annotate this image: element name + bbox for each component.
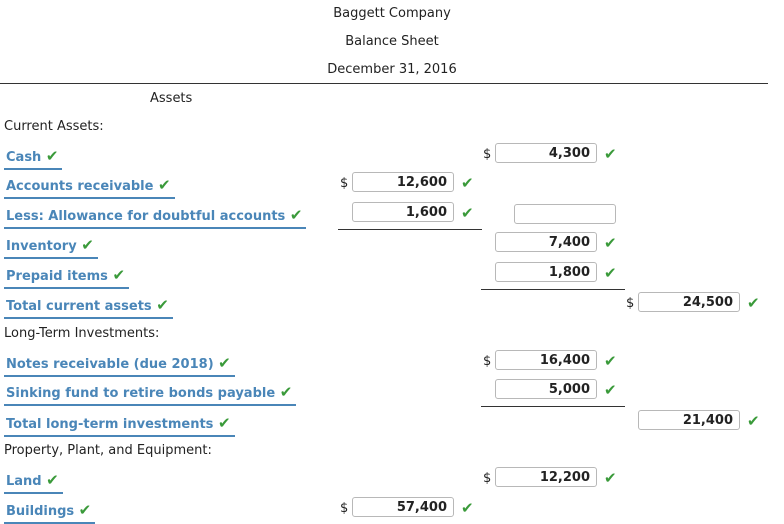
current-assets-heading: Current Assets: <box>4 119 104 134</box>
dollar-sign: $ <box>483 147 492 162</box>
ppe-heading: Property, Plant, and Equipment: <box>4 443 212 458</box>
account-select-buildings[interactable]: Buildings ✔ <box>4 501 96 524</box>
account-select-notes-receivable[interactable]: Notes receivable (due 2018) ✔ <box>4 354 235 377</box>
check-icon: ✔ <box>46 471 59 489</box>
check-icon: ✔ <box>112 266 126 284</box>
amount-input-prepaid-items[interactable]: 1,800 <box>495 262 597 282</box>
check-icon: ✔ <box>289 206 303 224</box>
check-icon: ✔ <box>157 176 171 194</box>
check-icon: ✔ <box>279 383 293 401</box>
statement-date: December 31, 2016 <box>327 62 457 77</box>
account-select-prepaid-items[interactable]: Prepaid items ✔ <box>4 266 130 289</box>
account-select-total-current-assets[interactable]: Total current assets ✔ <box>4 296 173 319</box>
statement-title: Balance Sheet <box>345 34 439 49</box>
dollar-sign: $ <box>483 471 492 486</box>
check-icon: ✔ <box>604 381 617 399</box>
subtotal-rule <box>481 289 625 290</box>
check-icon: ✔ <box>81 236 94 254</box>
check-icon: ✔ <box>604 469 617 487</box>
check-icon: ✔ <box>604 352 617 370</box>
dollar-sign: $ <box>340 501 349 516</box>
amount-input-land[interactable]: 12,200 <box>495 467 597 487</box>
check-icon: ✔ <box>604 145 617 163</box>
amount-input-notes-receivable[interactable]: 16,400 <box>495 350 597 370</box>
dollar-sign: $ <box>340 176 349 191</box>
company-name: Baggett Company <box>333 6 451 21</box>
check-icon: ✔ <box>604 264 617 282</box>
assets-heading: Assets <box>150 91 193 106</box>
account-select-land[interactable]: Land ✔ <box>4 471 63 494</box>
check-icon: ✔ <box>461 499 474 517</box>
check-icon: ✔ <box>747 294 760 312</box>
amount-input-net-receivables[interactable] <box>514 204 616 224</box>
check-icon: ✔ <box>217 414 231 432</box>
check-icon: ✔ <box>156 296 169 314</box>
account-select-sinking-fund[interactable]: Sinking fund to retire bonds payable ✔ <box>4 383 297 406</box>
check-icon: ✔ <box>747 412 760 430</box>
amount-input-sinking-fund[interactable]: 5,000 <box>495 379 597 399</box>
dollar-sign: $ <box>626 296 635 311</box>
amount-input-accounts-receivable[interactable]: 12,600 <box>352 172 454 192</box>
subtotal-rule <box>338 229 482 230</box>
dollar-sign: $ <box>483 354 492 369</box>
account-select-allowance[interactable]: Less: Allowance for doubtful accounts ✔ <box>4 206 307 229</box>
check-icon: ✔ <box>461 204 474 222</box>
check-icon: ✔ <box>78 501 92 519</box>
check-icon: ✔ <box>461 174 474 192</box>
subtotal-rule <box>481 406 625 407</box>
check-icon: ✔ <box>604 234 617 252</box>
account-select-accounts-receivable[interactable]: Accounts receivable ✔ <box>4 176 175 199</box>
header-rule <box>0 83 768 84</box>
amount-input-allowance[interactable]: 1,600 <box>352 202 454 222</box>
account-select-total-long-term-investments[interactable]: Total long-term investments ✔ <box>4 414 235 437</box>
long-term-investments-heading: Long-Term Investments: <box>4 326 160 341</box>
amount-input-total-current-assets[interactable]: 24,500 <box>638 292 740 312</box>
account-select-inventory[interactable]: Inventory ✔ <box>4 236 98 259</box>
amount-input-total-long-term-investments[interactable]: 21,400 <box>638 410 740 430</box>
amount-input-buildings[interactable]: 57,400 <box>352 497 454 517</box>
check-icon: ✔ <box>45 147 59 165</box>
check-icon: ✔ <box>218 354 231 372</box>
amount-input-inventory[interactable]: 7,400 <box>495 232 597 252</box>
amount-input-cash[interactable]: 4,300 <box>495 143 597 163</box>
account-select-cash[interactable]: Cash ✔ <box>4 147 63 170</box>
